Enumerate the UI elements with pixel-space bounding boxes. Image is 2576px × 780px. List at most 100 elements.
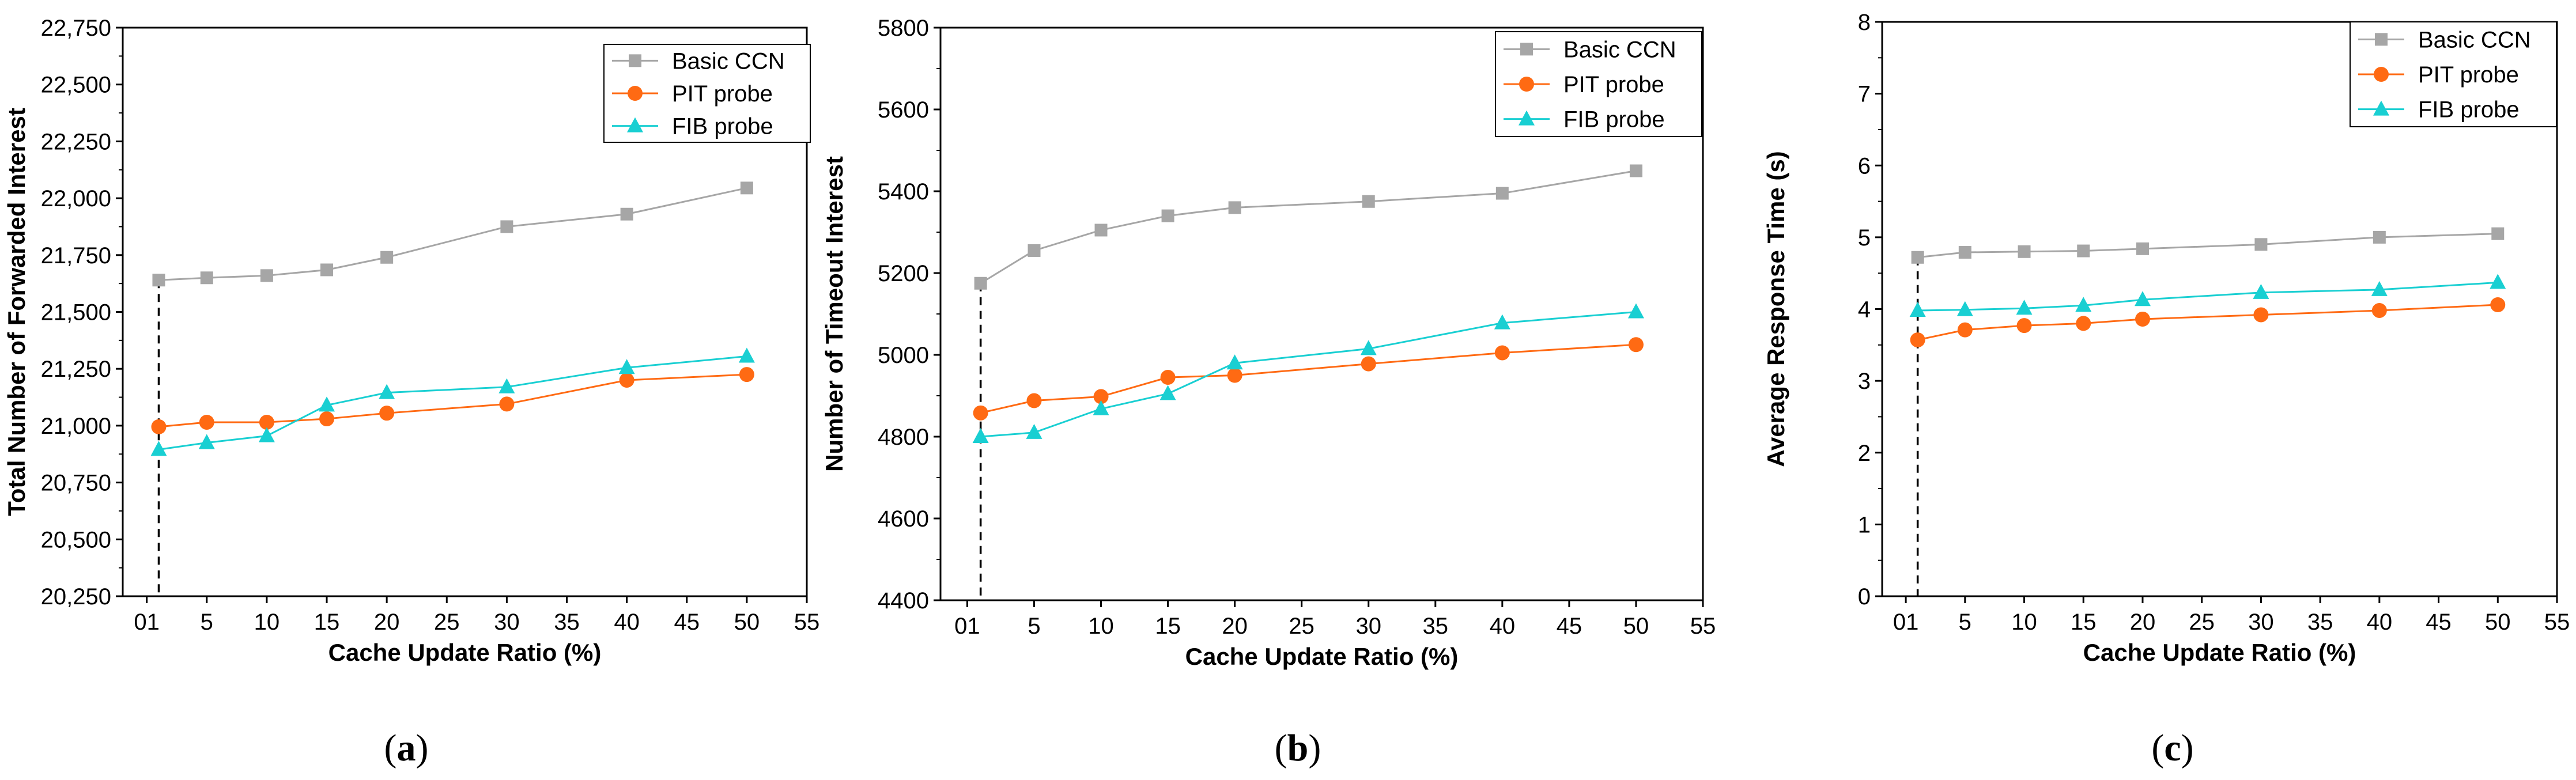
x-tick-label: 25 [1289,614,1315,639]
x-axis-title: Cache Update Ratio (%) [2083,639,2356,666]
y-tick-label: 5200 [878,261,929,286]
x-tick-label: 01 [1893,609,1919,635]
data-point-fib-probe [972,428,989,443]
x-tick-label: 15 [1155,614,1181,639]
data-point-pit-probe [973,405,988,421]
x-tick-label: 01 [134,609,160,635]
y-tick-label: 20,500 [41,527,111,552]
legend-marker [2374,67,2389,82]
data-point-pit-probe [199,414,214,430]
data-point-fib-probe [2016,300,2033,315]
y-tick-label: 5400 [878,179,929,205]
legend-marker [627,117,643,132]
data-point-basic-ccn [500,220,513,233]
legend-label: FIB probe [1563,107,1665,132]
x-tick-label: 55 [2544,609,2570,635]
y-axis-title: Total Number of Forwarded Interest [3,108,30,516]
data-point-fib-probe [1627,303,1644,319]
data-point-fib-probe [2371,281,2388,296]
y-tick-label: 5000 [878,343,929,368]
data-point-pit-probe [2253,307,2269,323]
data-point-basic-ccn [1495,187,1509,200]
data-point-basic-ccn [620,207,633,221]
data-point-pit-probe [1910,332,1925,348]
y-tick-label: 4 [1858,297,1871,323]
series-line-fib-probe [1917,281,2498,312]
y-tick-label: 22,250 [41,129,111,154]
x-tick-label: 40 [2367,609,2393,635]
series-line-basic-ccn [158,187,747,281]
panel-b: 4400 4600 4800 5000 5200 5400 5600 5800 01 5 10 15 2… [821,16,1716,769]
legend-label: Basic CCN [2418,27,2531,52]
y-tick-label: 5 [1858,225,1871,251]
data-point-fib-probe [2490,274,2506,289]
x-tick-label: 50 [2485,609,2511,635]
x-tick-label: 5 [201,609,213,635]
y-tick-label: 0 [1858,584,1871,609]
series-line-basic-ccn [1917,233,2498,259]
y-tick-label: 5800 [878,16,929,41]
data-point-basic-ccn [1094,224,1108,237]
legend-marker [2375,33,2388,46]
legend-label: FIB probe [672,114,773,139]
data-point-basic-ccn [380,251,394,264]
x-tick-label: 35 [554,609,580,635]
x-tick-label: 30 [1355,614,1381,639]
data-point-basic-ccn [260,269,273,282]
data-point-basic-ccn [200,271,213,285]
data-point-fib-probe [198,434,215,449]
data-point-fib-probe [1093,400,1109,415]
x-tick-label: 5 [1959,609,1971,635]
x-tick-label: 25 [2189,609,2215,635]
y-tick-label: 1 [1858,512,1871,537]
data-point-basic-ccn [2373,230,2386,244]
data-point-pit-probe [379,406,395,421]
x-tick-label: 15 [2071,609,2097,635]
series-line-fib-probe [980,311,1637,438]
x-tick-label: 50 [734,609,760,635]
x-tick-label: 40 [1490,614,1516,639]
data-point-fib-probe [150,441,167,456]
panel-caption: (a) [384,727,429,769]
legend-marker [629,54,641,67]
y-tick-label: 7 [1858,82,1871,107]
data-point-fib-probe [1026,423,1043,439]
data-point-pit-probe [1026,393,1042,408]
data-point-pit-probe [499,396,515,412]
y-tick-label: 21,500 [41,300,111,325]
data-point-pit-probe [151,419,167,434]
x-tick-label: 55 [1690,614,1716,639]
panel-caption: (b) [1275,727,1321,769]
legend-label: PIT probe [1563,72,1664,97]
data-point-basic-ccn [740,181,753,195]
series-line-pit-probe [158,373,747,428]
x-tick-label: 40 [614,609,640,635]
data-point-fib-probe [319,396,335,412]
data-point-pit-probe [319,411,335,427]
data-point-pit-probe [1361,356,1376,372]
y-tick-label: 6 [1858,153,1871,179]
y-tick-label: 4400 [878,588,929,614]
data-point-fib-probe [618,359,635,374]
y-tick-label: 20,250 [41,584,111,609]
y-tick-label: 22,500 [41,73,111,98]
x-tick-label: 55 [794,609,820,635]
data-point-fib-probe [1956,301,1973,316]
data-point-basic-ccn [1958,246,1971,259]
x-tick-label: 45 [2426,609,2452,635]
x-tick-label: 10 [1088,614,1114,639]
data-point-pit-probe [1093,389,1109,404]
x-tick-label: 50 [1623,614,1649,639]
x-tick-label: 20 [374,609,400,635]
y-tick-label: 22,750 [41,16,111,41]
panel-caption: (c) [2151,727,2193,769]
data-point-pit-probe [2371,302,2387,318]
data-point-pit-probe [1494,345,1510,361]
data-point-basic-ccn [2018,245,2031,258]
legend-marker [1520,43,1533,56]
data-point-pit-probe [2076,316,2091,331]
data-point-basic-ccn [1228,201,1241,214]
data-point-fib-probe [2134,291,2151,306]
